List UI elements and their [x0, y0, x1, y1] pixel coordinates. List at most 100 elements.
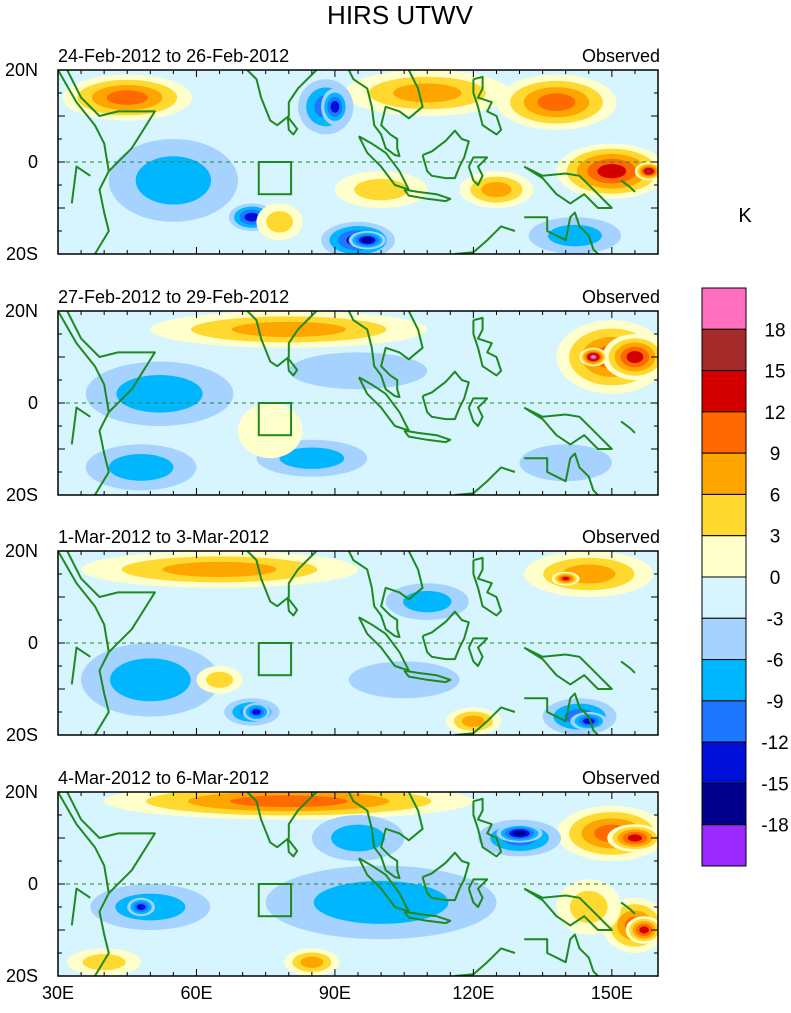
anomaly-contour: [237, 403, 303, 459]
coastline: [472, 556, 503, 617]
coastline: [454, 225, 516, 254]
anomaly-contour: [590, 355, 597, 359]
coastline: [245, 792, 424, 879]
colorbar-label: -18: [761, 816, 788, 837]
anomaly-contour: [548, 224, 602, 247]
x-tick-label: 60E: [180, 983, 212, 1003]
anomaly-contour: [331, 824, 385, 852]
colorbar-swatch: [701, 411, 747, 454]
coastline: [421, 370, 470, 421]
map-panel-2: 20N 0 20S 27-Feb-2012 to 29-Feb-2012 Observe…: [5, 287, 660, 505]
anomaly-contour: [279, 447, 345, 469]
x-tick-label: 90E: [319, 983, 351, 1003]
anomaly-contour: [266, 211, 293, 233]
colorbar-swatch: [701, 370, 747, 413]
coastline: [620, 660, 636, 674]
colorbar-label: 3: [770, 527, 781, 548]
anomaly-contour: [537, 93, 576, 111]
colorbar-swatch: [701, 493, 747, 537]
y-tick-label: 20N: [5, 541, 38, 561]
coastline: [286, 116, 299, 136]
colorbar-label: 0: [770, 568, 781, 589]
y-tick-label: 20N: [5, 60, 38, 80]
coastline: [58, 311, 110, 413]
anomaly-contour: [300, 956, 324, 968]
colorbar-swatch: [701, 824, 747, 867]
utwv-field-2: [58, 311, 658, 495]
anomaly-contour: [136, 904, 146, 910]
coastline: [421, 129, 470, 180]
coastline: [524, 692, 599, 735]
anomaly-contour: [330, 100, 340, 113]
anomaly-contour: [639, 926, 649, 934]
anomaly-contour: [231, 321, 346, 337]
coastline: [524, 933, 599, 976]
colorbar-swatch: [701, 535, 747, 578]
anomaly-contour: [106, 90, 148, 105]
coastline: [524, 211, 599, 254]
anomaly-contour: [519, 444, 612, 482]
y-tick-label: 20S: [6, 966, 38, 986]
y-tick-label: 20S: [6, 485, 38, 505]
coastline: [58, 551, 110, 653]
y-tick-label: 20S: [6, 725, 38, 745]
coastline: [454, 706, 516, 735]
x-axis: 30E 60E 90E 120E 150E: [42, 983, 633, 1003]
coastline: [467, 878, 489, 908]
index-box: [257, 642, 293, 677]
utwv-field-4: [58, 792, 658, 976]
index-box: [257, 161, 293, 196]
colorbar-label: 15: [764, 362, 785, 383]
anomaly-contour: [116, 375, 203, 413]
coastline: [58, 792, 110, 894]
coastline: [620, 420, 636, 434]
panel-period: 1-Mar-2012 to 3-Mar-2012: [58, 527, 269, 547]
colorbar-swatch: [701, 452, 747, 495]
x-tick-label: 30E: [42, 983, 74, 1003]
chart-title: HIRS UTWV: [327, 0, 474, 30]
colorbar-label: -9: [767, 692, 784, 713]
y-tick-label: 0: [28, 874, 38, 894]
coastline: [472, 797, 503, 858]
coastline: [454, 947, 516, 976]
coastline: [70, 887, 91, 926]
map-panel-3: 20N 0 20S 1-Mar-2012 to 3-Mar-2012 Observed: [5, 527, 660, 745]
panel-label: Observed: [582, 46, 660, 66]
colorbar-swatch: [701, 328, 747, 372]
coastline: [70, 646, 91, 685]
anomaly-contour: [627, 834, 643, 842]
panel-label: Observed: [582, 768, 660, 788]
panel-period: 27-Feb-2012 to 29-Feb-2012: [58, 287, 289, 307]
colorbar-label: -6: [767, 651, 784, 672]
anomaly-contour: [481, 182, 512, 198]
coastline: [66, 551, 156, 735]
panel-label: Observed: [582, 527, 660, 547]
coastline: [472, 316, 503, 377]
colorbar-swatch: [701, 782, 747, 826]
colorbar-label: -3: [767, 609, 784, 630]
colorbar-label: -15: [761, 774, 788, 795]
anomaly-contour: [393, 83, 462, 103]
panel-period: 24-Feb-2012 to 26-Feb-2012: [58, 46, 289, 66]
colorbar-swatch: [701, 576, 747, 619]
coastline: [524, 452, 599, 495]
anomaly-contour: [513, 831, 526, 836]
x-tick-label: 150E: [591, 983, 633, 1003]
colorbar-swatch: [701, 287, 747, 330]
y-tick-label: 20N: [5, 301, 38, 321]
y-tick-label: 20N: [5, 782, 38, 802]
anomaly-contour: [162, 561, 277, 577]
index-box: [257, 402, 293, 437]
coastline: [421, 851, 470, 902]
colorbar-units: K: [738, 205, 752, 227]
coastline: [403, 188, 452, 203]
coastline: [523, 406, 613, 450]
anomaly-contour: [562, 576, 570, 581]
coastline: [403, 910, 452, 925]
anomaly-contour: [252, 709, 261, 715]
anomaly-contour: [206, 671, 234, 688]
coastline: [620, 901, 636, 915]
anomaly-contour: [348, 661, 460, 699]
coastline: [467, 637, 489, 667]
